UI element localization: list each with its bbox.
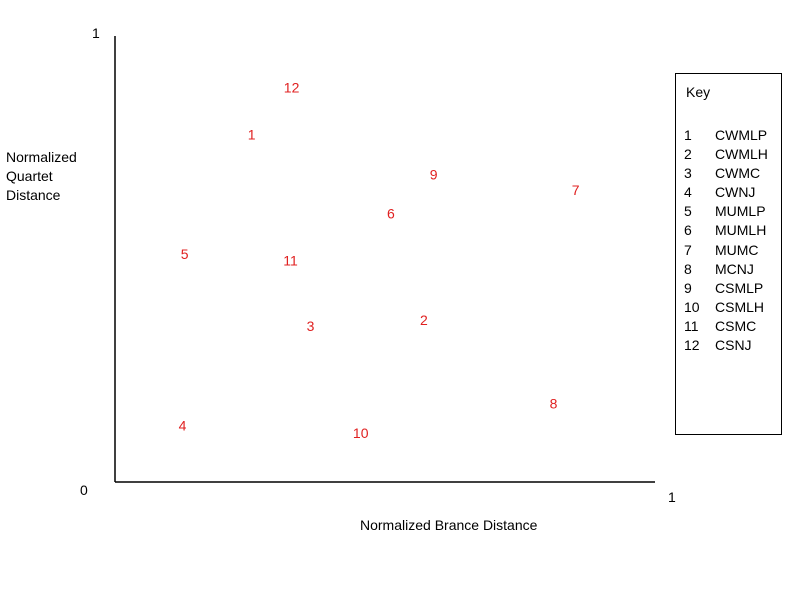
legend-entry-number: 3 (684, 165, 692, 182)
y-axis-label-line: Normalized (6, 149, 77, 165)
legend-entry-name: MUMLP (715, 203, 766, 220)
data-point-5: 5 (181, 246, 189, 262)
legend-entry-name: MUMC (715, 241, 759, 258)
legend-entry-number: 9 (684, 279, 692, 296)
x-tick-label-end: 1 (668, 489, 676, 505)
legend-entry-number: 8 (684, 260, 692, 277)
legend-entry: 2 CWMLH (684, 145, 768, 164)
legend-entry: 8 MCNJ (684, 260, 768, 279)
legend-entry-number: 6 (684, 222, 692, 239)
data-point-4: 4 (179, 417, 187, 433)
legend-entry-number: 2 (684, 146, 692, 163)
legend-entry-name: CWMC (715, 165, 761, 182)
data-point-6: 6 (387, 206, 395, 222)
legend-box: Key 1 CWMLP 2 CWMLH 3 CWMC 4 CWNJ 5 MUMLP 6 MUMLH 7 M… (675, 73, 782, 435)
legend-entry-number: 12 (684, 337, 700, 354)
legend-entry-name: MCNJ (715, 260, 754, 277)
legend-entry: 11 CSMC (684, 317, 768, 336)
data-point-11: 11 (283, 252, 298, 268)
legend-entry-number: 1 (684, 127, 692, 143)
data-point-1: 1 (248, 127, 256, 143)
legend-entry: 3 CWMC (684, 164, 768, 183)
data-point-8: 8 (550, 396, 558, 412)
legend-entry-number: 10 (684, 298, 700, 315)
legend-entry: 4 CWNJ (684, 183, 768, 202)
legend-entry-name: CSMLP (715, 279, 764, 296)
legend-entry-number: 11 (684, 317, 699, 334)
data-point-12: 12 (284, 80, 300, 96)
legend-entry-number: 4 (684, 184, 692, 201)
y-axis-label-line: Quartet (6, 168, 53, 184)
legend-entry-name: CSNJ (715, 337, 752, 354)
y-tick-label-origin: 0 (80, 482, 88, 498)
legend-entry: 1 CWMLP (684, 126, 768, 145)
legend-title: Key (686, 84, 711, 100)
legend-entry-name: CSMC (715, 317, 757, 334)
legend-entry-number: 7 (684, 241, 692, 258)
data-point-3: 3 (307, 318, 315, 334)
legend-entry: 5 MUMLP (684, 202, 768, 221)
legend-entry: 9 CSMLP (684, 279, 768, 298)
legend-entry-name: CSMLH (715, 298, 765, 315)
y-axis-label: Normalized Quartet Distance (6, 148, 77, 205)
data-point-7: 7 (572, 182, 580, 198)
legend-entry-name: CWMLP (715, 127, 768, 143)
legend-entry-name: CWNJ (715, 184, 756, 201)
data-point-2: 2 (420, 312, 428, 328)
x-axis-label: Normalized Brance Distance (360, 517, 538, 533)
data-point-10: 10 (353, 425, 369, 441)
data-point-9: 9 (430, 167, 438, 183)
legend-entry: 7 MUMC (684, 241, 768, 260)
legend-entry-name: MUMLH (715, 222, 767, 239)
legend-entry-number: 5 (684, 203, 692, 220)
legend-list: 1 CWMLP 2 CWMLH 3 CWMC 4 CWNJ 5 MUMLP 6 MUMLH 7 MUMC 8… (684, 126, 768, 355)
legend-entry: 6 MUMLH (684, 221, 768, 240)
y-axis-label-line: Distance (6, 187, 61, 203)
legend-entry-name: CWMLH (715, 146, 768, 163)
y-tick-label-top: 1 (92, 25, 100, 41)
legend-entry: 12 CSNJ (684, 336, 768, 355)
legend-entry: 10 CSMLH (684, 298, 768, 317)
